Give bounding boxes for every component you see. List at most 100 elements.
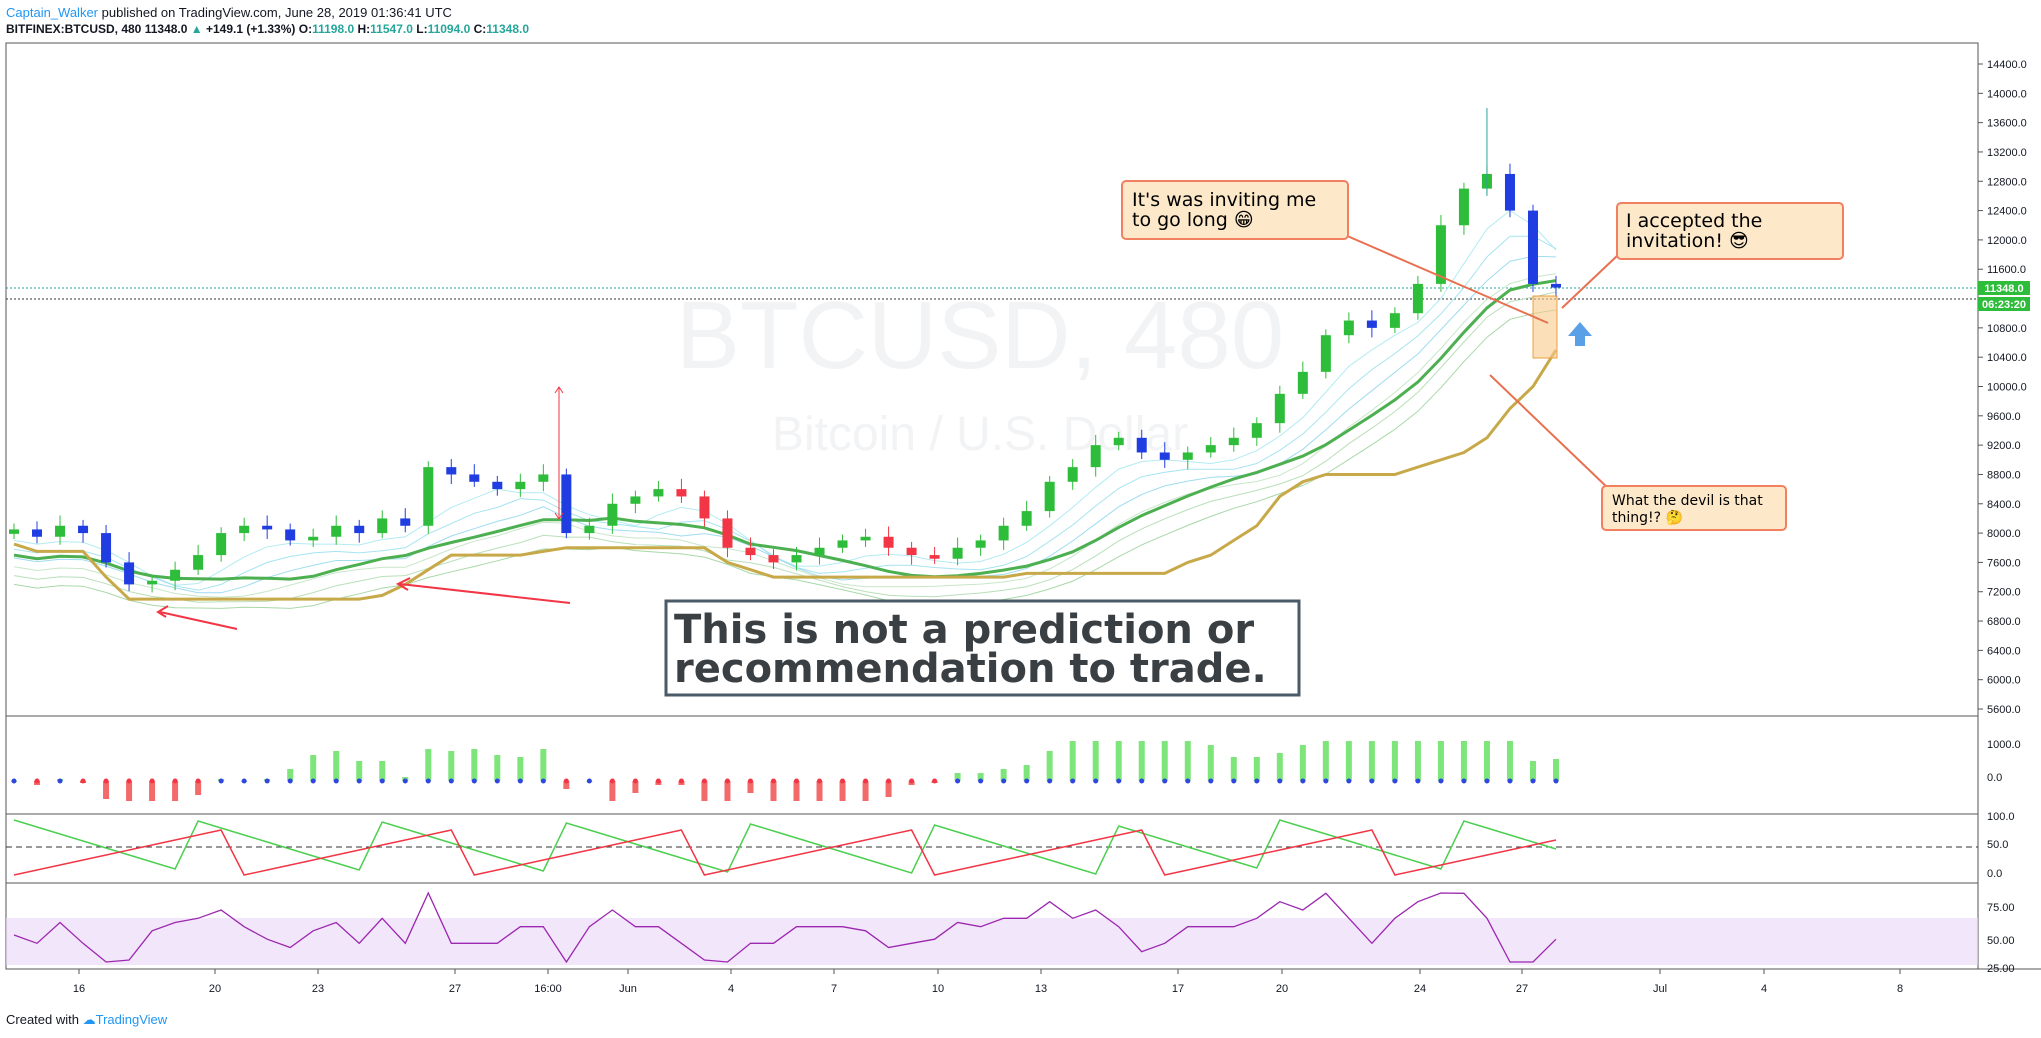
candle-body [331, 525, 342, 537]
histogram-bar [1437, 741, 1444, 781]
histogram-bar [793, 781, 800, 801]
tradingview-link[interactable]: TradingView [95, 1012, 168, 1027]
pane2-tick-label: 0.0 [1987, 868, 2002, 880]
disclaimer-text: This is not a prediction or [674, 607, 1254, 653]
candle-body [538, 474, 549, 482]
y-tick-label: 14400.0 [1987, 59, 2027, 71]
low-value: 11094.0 [427, 22, 471, 36]
zero-dot [1001, 778, 1007, 784]
candle-body [975, 540, 986, 548]
histogram-bar [1115, 741, 1122, 781]
candle-body [1274, 393, 1285, 424]
price-change: +149.1 (+1.33%) [206, 22, 296, 36]
zero-dot [379, 778, 385, 784]
x-tick-label: 20 [209, 983, 221, 995]
high-value: 11547.0 [370, 22, 413, 36]
pane3-tick-label: 50.00 [1987, 935, 2015, 947]
up-triangle-icon: ▲ [190, 22, 203, 36]
histogram-bar [1529, 761, 1536, 781]
zero-dot [1323, 778, 1329, 784]
histogram-bar [747, 781, 754, 793]
histogram-bar [494, 755, 501, 781]
ma-ribbon-line [13, 235, 1557, 591]
disclaimer-box[interactable]: This is not a prediction or recommendati… [664, 599, 1301, 697]
note-inviting[interactable]: It's was inviting me to go long 😁 [1121, 180, 1349, 240]
symbol-label[interactable]: BITFINEX:BTCUSD, 480 [6, 22, 142, 36]
candle-body [1297, 371, 1308, 394]
histogram-bar [816, 781, 823, 801]
oscillator-green-line [13, 819, 1557, 875]
footer: Created with ☁TradingView [6, 1012, 167, 1028]
histogram-bar [609, 781, 616, 801]
histogram-bar [1184, 741, 1191, 781]
candle-body [1458, 188, 1469, 226]
note-text: It's was inviting me [1132, 189, 1316, 211]
x-tick-label: 8 [1897, 983, 1903, 995]
candle-body [676, 489, 687, 497]
zero-dot [1530, 778, 1536, 784]
candle-body [699, 496, 710, 519]
candle-body [32, 529, 43, 537]
y-tick-label: 13600.0 [1987, 118, 2027, 130]
y-tick-label: 8400.0 [1987, 499, 2021, 511]
rsi-line [13, 891, 1557, 964]
zero-dot [1507, 778, 1513, 784]
histogram-bar [632, 781, 639, 793]
price-axis[interactable]: 14400.0 14000.0 13600.0 13200.0 12800.0 12400… [1978, 59, 2027, 975]
zero-dot [1461, 778, 1467, 784]
candle-body [239, 525, 250, 534]
note-devil[interactable]: What the devil is that thing!? 🤔 [1601, 485, 1787, 531]
candle-body [998, 525, 1009, 541]
zero-dot [241, 778, 247, 784]
open-value: 11198.0 [312, 22, 355, 36]
pane1-tick-label: 0.0 [1987, 772, 2002, 784]
candle-body [1136, 437, 1147, 453]
histogram-bar [862, 781, 869, 801]
histogram-bar [1253, 757, 1260, 781]
publish-info: published on TradingView.com, June 28, 2… [101, 5, 452, 20]
zero-dot [632, 778, 638, 784]
histogram-bar [770, 781, 777, 801]
histogram-pane [11, 741, 1559, 801]
zero-dot [11, 778, 17, 784]
histogram-bar [1460, 741, 1467, 781]
zero-dot [218, 778, 224, 784]
x-tick-label: Jul [1653, 983, 1667, 995]
zero-dot [609, 778, 615, 784]
time-axis[interactable]: 16 20 23 27 16:00 Jun 4 7 10 13 17 20 24 27 Jul 4 8 [73, 969, 1903, 995]
arrow-annotation[interactable] [399, 583, 571, 604]
watermark-symbol: BTCUSD, 480 [676, 282, 1284, 389]
x-tick-label: 16 [73, 983, 85, 995]
arrowhead-icon [395, 577, 411, 591]
arrow-annotation[interactable] [159, 611, 238, 630]
highlight-box[interactable] [1532, 295, 1558, 359]
candle-body [607, 503, 618, 526]
publish-line: Captain_Walker published on TradingView.… [6, 4, 529, 21]
candle-body [1205, 445, 1216, 453]
candle-body [9, 529, 19, 534]
zero-dot [724, 778, 730, 784]
x-tick-label: 4 [728, 983, 734, 995]
candle-body [791, 555, 802, 563]
candle-body [837, 540, 848, 548]
y-tick-label: 14000.0 [1987, 88, 2027, 100]
candle-body [55, 525, 66, 537]
candle-body [1228, 437, 1239, 446]
histogram-bar [126, 781, 133, 801]
author-link[interactable]: Captain_Walker [6, 5, 99, 20]
candle-body [1366, 320, 1377, 328]
x-tick-label: 27 [449, 983, 461, 995]
note-accepted[interactable]: I accepted the invitation! 😎 [1616, 202, 1844, 260]
zero-dot [563, 778, 569, 784]
pane2-tick-label: 50.0 [1987, 839, 2008, 851]
y-tick-label: 10800.0 [1987, 323, 2027, 335]
histogram-bar [448, 751, 455, 781]
zero-dot [1024, 778, 1030, 784]
candle-body [561, 474, 572, 534]
zero-dot [817, 778, 823, 784]
open-label: O: [298, 22, 313, 36]
y-tick-label: 13200.0 [1987, 147, 2027, 159]
chart-header: Captain_Walker published on TradingView.… [6, 4, 529, 38]
histogram-bar [1553, 759, 1559, 781]
